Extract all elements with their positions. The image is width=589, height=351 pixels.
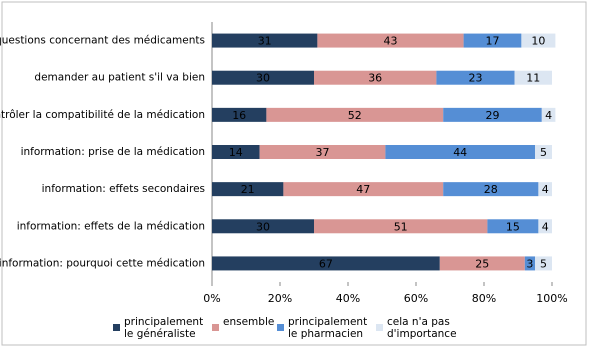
data-label: 30 xyxy=(256,72,270,85)
legend-swatch xyxy=(212,324,219,331)
data-label: 44 xyxy=(453,146,467,159)
bar-segment xyxy=(443,107,542,122)
legend-label: ensemble xyxy=(223,316,275,328)
data-label: 51 xyxy=(394,220,408,233)
bar-segment xyxy=(535,145,552,159)
legend-swatch xyxy=(113,324,120,331)
legend-label: cela n'a pas d'importance xyxy=(387,316,457,340)
y-tick-label: contrôler la compatibilité de la médicat… xyxy=(0,109,205,121)
frame xyxy=(1,1,587,346)
data-label: 11 xyxy=(526,72,540,85)
x-tick-label: 100% xyxy=(536,292,567,305)
data-label: 10 xyxy=(531,35,545,48)
bar-segment xyxy=(212,70,314,85)
legend-label: principalement le généraliste xyxy=(124,316,204,340)
data-label: 36 xyxy=(368,72,382,85)
bar-segment xyxy=(385,145,535,159)
x-tick-label: 40% xyxy=(336,292,360,305)
bar-segment xyxy=(212,145,260,159)
bar-segment xyxy=(317,33,464,48)
bar-segment xyxy=(538,182,552,197)
bar-segment xyxy=(259,145,386,159)
data-label: 5 xyxy=(540,257,547,270)
bar-segment xyxy=(314,219,488,234)
data-label: 23 xyxy=(469,72,483,85)
data-label: 4 xyxy=(542,220,549,233)
data-label: 4 xyxy=(542,183,549,196)
bar-segment xyxy=(283,182,444,197)
bar-segment xyxy=(212,219,314,234)
data-label: 28 xyxy=(484,183,498,196)
data-label: 52 xyxy=(348,109,362,122)
data-label: 17 xyxy=(486,35,500,48)
bar-segment xyxy=(541,107,556,122)
data-label: 30 xyxy=(256,220,270,233)
data-label: 16 xyxy=(232,109,246,122)
bar-segment xyxy=(535,256,552,271)
x-tick-label: 0% xyxy=(203,292,220,305)
bar-segment xyxy=(266,107,444,122)
data-label: 43 xyxy=(384,35,398,48)
data-label: 14 xyxy=(229,146,243,159)
bar-segment xyxy=(514,70,552,85)
data-label: 4 xyxy=(545,109,552,122)
y-tick-label: demander au patient s'il va bien xyxy=(34,72,205,84)
legend-swatch xyxy=(277,324,284,331)
bar-segment xyxy=(521,33,556,48)
bar-segment xyxy=(463,33,522,48)
bar-segment xyxy=(538,219,552,234)
data-label: 5 xyxy=(540,146,547,159)
data-label: 25 xyxy=(475,257,489,270)
data-label: 67 xyxy=(319,257,333,270)
data-label: 31 xyxy=(258,35,272,48)
bar-segment xyxy=(212,182,284,197)
data-label: 3 xyxy=(526,257,533,270)
data-label: 29 xyxy=(486,109,500,122)
y-tick-label: information: prise de la médication xyxy=(21,146,205,158)
legend-swatch xyxy=(376,324,383,331)
bar-segment xyxy=(524,256,535,271)
data-label: 37 xyxy=(316,146,330,159)
bar-segment xyxy=(439,256,525,271)
x-tick-label: 80% xyxy=(472,292,496,305)
y-tick-label: questions concernant des médicaments xyxy=(0,35,205,47)
y-tick-label: information: effets secondaires xyxy=(42,183,205,195)
x-tick-label: 60% xyxy=(404,292,428,305)
bar-segment xyxy=(212,107,267,122)
data-label: 21 xyxy=(241,183,255,196)
bar-segment xyxy=(212,33,318,48)
data-label: 47 xyxy=(356,183,370,196)
bar-segment xyxy=(436,70,515,85)
data-label: 15 xyxy=(506,220,520,233)
legend-label: principalement le pharmacien xyxy=(288,316,368,340)
bar-segment xyxy=(443,182,539,197)
x-tick-label: 20% xyxy=(268,292,292,305)
y-tick-label: information: pourquoi cette médication xyxy=(0,257,205,269)
bar-segment xyxy=(212,256,440,271)
y-tick-label: information: effets de la médication xyxy=(17,220,205,232)
bar-segment xyxy=(487,219,539,234)
bar-segment xyxy=(314,70,437,85)
